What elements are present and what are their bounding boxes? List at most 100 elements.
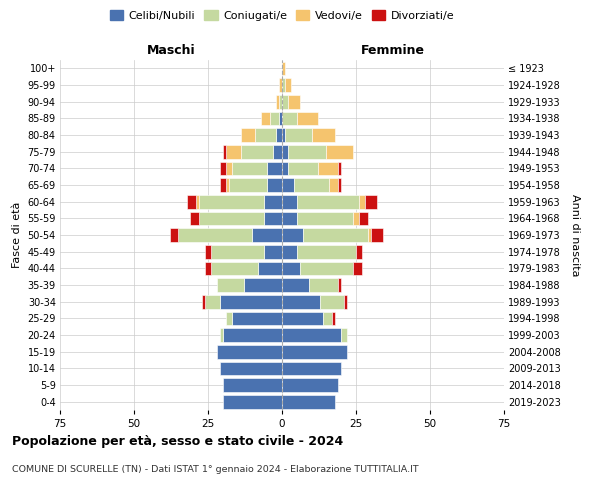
Bar bbox=[178, 228, 253, 242]
Bar bbox=[279, 78, 282, 92]
Bar bbox=[320, 295, 344, 308]
Bar bbox=[282, 378, 338, 392]
Bar bbox=[187, 195, 196, 208]
Bar bbox=[303, 228, 368, 242]
Bar bbox=[323, 312, 332, 325]
Bar bbox=[282, 312, 323, 325]
Bar bbox=[256, 128, 276, 142]
Bar bbox=[294, 178, 329, 192]
Bar bbox=[353, 212, 359, 225]
Bar bbox=[285, 128, 311, 142]
Bar bbox=[223, 328, 282, 342]
Bar bbox=[190, 212, 199, 225]
Bar bbox=[276, 128, 282, 142]
Bar bbox=[282, 228, 303, 242]
Bar bbox=[170, 228, 178, 242]
Bar bbox=[253, 228, 282, 242]
Bar bbox=[220, 295, 282, 308]
Bar bbox=[276, 95, 279, 108]
Bar bbox=[341, 328, 347, 342]
Bar bbox=[205, 245, 211, 258]
Bar bbox=[264, 195, 282, 208]
Y-axis label: Anni di nascita: Anni di nascita bbox=[571, 194, 580, 276]
Bar bbox=[226, 312, 232, 325]
Bar bbox=[211, 262, 259, 275]
Bar bbox=[220, 328, 223, 342]
Bar bbox=[329, 178, 338, 192]
Bar bbox=[282, 112, 297, 125]
Bar bbox=[282, 195, 297, 208]
Bar bbox=[282, 95, 288, 108]
Bar bbox=[264, 245, 282, 258]
Bar bbox=[223, 395, 282, 408]
Bar bbox=[300, 262, 353, 275]
Bar bbox=[279, 112, 282, 125]
Bar bbox=[311, 128, 335, 142]
Bar bbox=[229, 178, 267, 192]
Bar bbox=[270, 112, 279, 125]
Bar bbox=[241, 145, 273, 158]
Bar bbox=[317, 162, 338, 175]
Bar bbox=[338, 178, 341, 192]
Bar bbox=[259, 262, 282, 275]
Bar bbox=[368, 228, 371, 242]
Bar bbox=[297, 195, 359, 208]
Bar bbox=[211, 245, 264, 258]
Bar bbox=[338, 278, 341, 292]
Text: Maschi: Maschi bbox=[146, 44, 196, 57]
Bar bbox=[297, 245, 356, 258]
Bar bbox=[196, 195, 199, 208]
Bar bbox=[285, 78, 291, 92]
Bar bbox=[282, 295, 320, 308]
Bar bbox=[217, 278, 244, 292]
Bar bbox=[356, 245, 362, 258]
Bar bbox=[282, 128, 285, 142]
Bar bbox=[226, 178, 229, 192]
Bar bbox=[332, 312, 335, 325]
Bar bbox=[282, 345, 347, 358]
Bar bbox=[223, 145, 226, 158]
Bar bbox=[282, 395, 335, 408]
Bar bbox=[308, 278, 338, 292]
Text: Popolazione per età, sesso e stato civile - 2024: Popolazione per età, sesso e stato civil… bbox=[12, 435, 343, 448]
Bar bbox=[282, 145, 288, 158]
Text: Femmine: Femmine bbox=[361, 44, 425, 57]
Bar bbox=[282, 62, 285, 75]
Bar bbox=[244, 278, 282, 292]
Bar bbox=[288, 145, 326, 158]
Bar bbox=[267, 162, 282, 175]
Bar bbox=[288, 95, 300, 108]
Bar bbox=[279, 95, 282, 108]
Bar bbox=[338, 162, 341, 175]
Bar bbox=[264, 212, 282, 225]
Bar bbox=[223, 378, 282, 392]
Bar bbox=[220, 162, 226, 175]
Bar bbox=[220, 362, 282, 375]
Bar bbox=[282, 328, 341, 342]
Bar bbox=[282, 78, 285, 92]
Bar bbox=[282, 245, 297, 258]
Bar bbox=[326, 145, 353, 158]
Bar bbox=[344, 295, 347, 308]
Bar bbox=[226, 145, 241, 158]
Bar bbox=[282, 178, 294, 192]
Bar bbox=[297, 112, 317, 125]
Bar bbox=[353, 262, 362, 275]
Bar bbox=[226, 162, 232, 175]
Bar bbox=[273, 145, 282, 158]
Bar bbox=[261, 112, 270, 125]
Bar bbox=[220, 178, 226, 192]
Bar bbox=[297, 212, 353, 225]
Bar bbox=[282, 278, 308, 292]
Bar bbox=[205, 295, 220, 308]
Bar bbox=[282, 162, 288, 175]
Bar bbox=[241, 128, 256, 142]
Bar bbox=[365, 195, 377, 208]
Bar bbox=[199, 212, 264, 225]
Bar bbox=[359, 212, 368, 225]
Bar bbox=[199, 195, 264, 208]
Bar bbox=[359, 195, 365, 208]
Bar bbox=[282, 212, 297, 225]
Text: COMUNE DI SCURELLE (TN) - Dati ISTAT 1° gennaio 2024 - Elaborazione TUTTITALIA.I: COMUNE DI SCURELLE (TN) - Dati ISTAT 1° … bbox=[12, 465, 419, 474]
Legend: Celibi/Nubili, Coniugati/e, Vedovi/e, Divorziati/e: Celibi/Nubili, Coniugati/e, Vedovi/e, Di… bbox=[106, 6, 458, 25]
